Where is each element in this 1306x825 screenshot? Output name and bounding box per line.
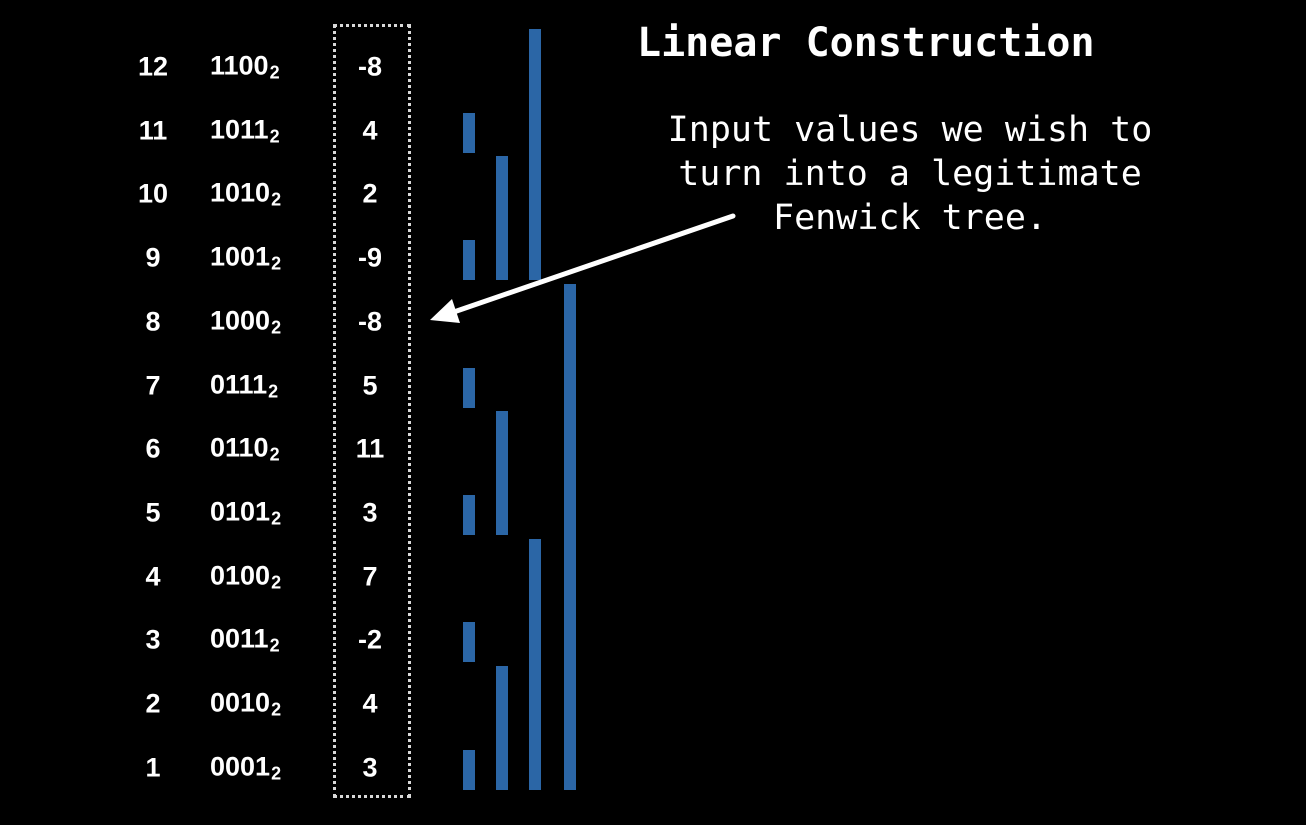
index-label: 9	[145, 242, 161, 273]
table-row: 11 10112 4	[0, 111, 430, 151]
annotation-line: turn into a legitimate	[678, 154, 1142, 194]
annotation-text: Input values we wish to turn into a legi…	[620, 108, 1200, 240]
bar-index-7	[463, 367, 475, 408]
index-label: 3	[145, 624, 161, 655]
binary-label: 10002	[210, 305, 282, 338]
bar-index-6	[496, 411, 508, 535]
index-label: 7	[145, 370, 161, 400]
table-row: 5 01012 3	[0, 493, 430, 533]
arrow-head	[430, 299, 460, 323]
table-row: 8 10002 -8	[0, 302, 430, 342]
binary-label: 00012	[210, 751, 282, 784]
bar-index-8	[564, 283, 576, 790]
input-value: 3	[362, 497, 378, 528]
input-value: 3	[362, 752, 378, 783]
input-value: -2	[357, 624, 382, 655]
index-label: 11	[138, 115, 168, 146]
bar-index-1	[463, 749, 475, 790]
binary-label: 10102	[210, 177, 282, 210]
index-label: 6	[145, 433, 161, 464]
input-value: 5	[362, 370, 378, 400]
input-value: 7	[362, 561, 378, 592]
index-label: 1	[145, 752, 161, 783]
index-label: 12	[137, 51, 169, 82]
index-label: 2	[145, 688, 161, 719]
bar-index-3	[463, 622, 475, 663]
index-label: 8	[145, 306, 161, 337]
input-value: -8	[357, 51, 382, 82]
bar-index-5	[463, 494, 475, 535]
binary-label: 00112	[210, 623, 280, 656]
input-value: -9	[357, 242, 382, 273]
binary-label: 10012	[210, 241, 282, 274]
binary-label: 10112	[210, 114, 280, 147]
annotation-line: Fenwick tree.	[773, 198, 1047, 238]
bar-index-10	[496, 156, 508, 281]
input-value: 2	[362, 178, 378, 209]
slide-title: Linear Construction	[637, 20, 1095, 66]
table-row: 3 00112 -2	[0, 620, 430, 660]
input-value: 4	[362, 115, 378, 146]
input-values-box	[333, 24, 411, 798]
bar-index-4	[529, 538, 541, 790]
table-row: 2 00102 4	[0, 684, 430, 724]
bar-index-2	[496, 666, 508, 790]
bar-index-9	[463, 240, 475, 281]
input-value: -8	[357, 306, 382, 337]
table-row: 7 01112 5	[0, 366, 430, 406]
bar-index-11	[463, 112, 475, 153]
arrow-shaft	[445, 213, 736, 317]
table-row: 12 11002 -8	[0, 47, 430, 87]
binary-label: 01112	[210, 369, 279, 401]
annotation-line: Input values we wish to	[667, 110, 1153, 150]
binary-label: 11002	[210, 50, 280, 83]
input-value: 4	[362, 688, 378, 719]
table-row: 10 10102 2	[0, 174, 430, 214]
binary-label: 01012	[210, 496, 282, 529]
table-row: 1 00012 3	[0, 748, 430, 788]
index-label: 5	[145, 497, 161, 528]
input-value: 11	[355, 433, 385, 464]
table-row: 9 10012 -9	[0, 238, 430, 278]
binary-label: 00102	[210, 687, 282, 720]
bar-index-12	[529, 29, 541, 281]
table-row: 6 01102 11	[0, 429, 430, 469]
index-label: 10	[137, 178, 169, 209]
index-label: 4	[145, 561, 161, 592]
table-row: 4 01002 7	[0, 557, 430, 597]
binary-label: 01002	[210, 560, 282, 593]
binary-label: 01102	[210, 432, 280, 465]
